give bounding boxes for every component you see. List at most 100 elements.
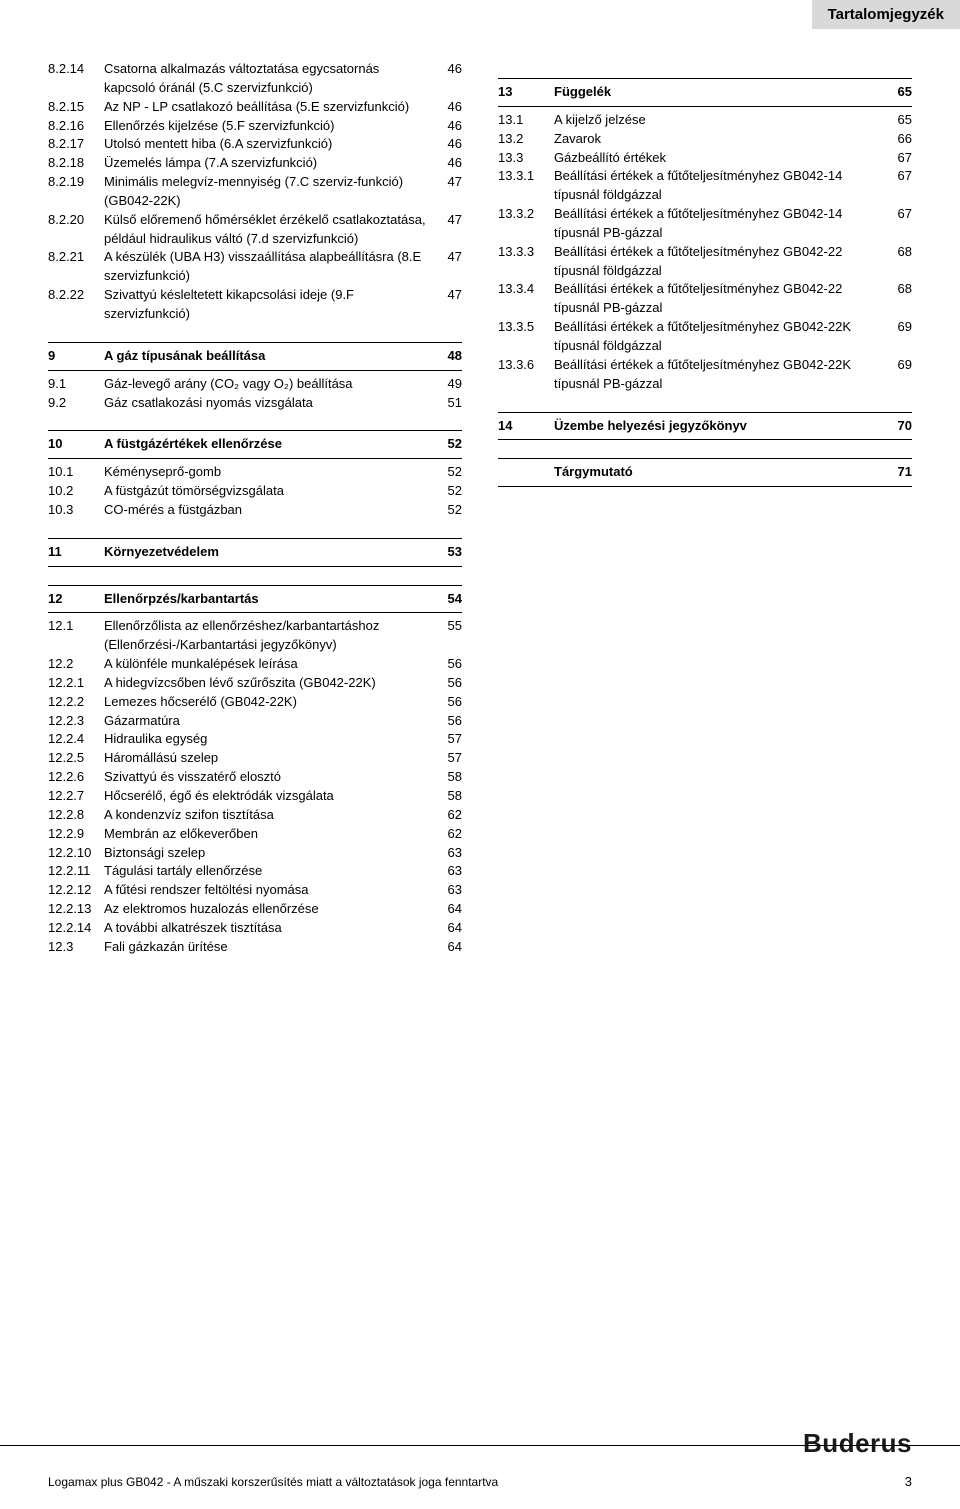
toc-entry-number: 10.3 [48, 501, 104, 520]
toc-content: 8.2.14Csatorna alkalmazás változtatása e… [48, 0, 912, 957]
toc-entry-title: Hidraulika egység [104, 730, 434, 749]
toc-entry-title: Tárgymutató [554, 463, 884, 482]
toc-entry-number: 10 [48, 435, 104, 454]
toc-entry-title: Szivattyú és visszatérő elosztó [104, 768, 434, 787]
toc-entry-title: Gázbeállító értékek [554, 149, 884, 168]
toc-entry-page: 62 [434, 825, 462, 844]
toc-entry-number: 12.2.12 [48, 881, 104, 900]
toc-entry: 13.3Gázbeállító értékek67 [498, 149, 912, 168]
toc-entry: 12.2.12A fűtési rendszer feltöltési nyom… [48, 881, 462, 900]
toc-entry: 10.3CO-mérés a füstgázban52 [48, 501, 462, 520]
footer-page-number: 3 [865, 1458, 912, 1489]
toc-entry-page: 58 [434, 787, 462, 806]
toc-entry: 12.2.6Szivattyú és visszatérő elosztó58 [48, 768, 462, 787]
toc-entry-page: 65 [884, 83, 912, 102]
toc-entry: 8.2.18Üzemelés lámpa (7.A szervizfunkció… [48, 154, 462, 173]
toc-entry-page: 56 [434, 674, 462, 693]
toc-entry-number: 12 [48, 590, 104, 609]
toc-entry-number: 13.3.4 [498, 280, 554, 299]
toc-entry-page: 68 [884, 243, 912, 262]
toc-entry-page: 64 [434, 938, 462, 957]
toc-entry: 8.2.17Utolsó mentett hiba (6.A szervizfu… [48, 135, 462, 154]
toc-section-head: 12Ellenőrpzés/karbantartás54 [48, 590, 462, 614]
toc-entry-number: 13.3.2 [498, 205, 554, 224]
toc-entry: 12.2.9Membrán az előkeverőben62 [48, 825, 462, 844]
toc-entry-title: Beállítási értékek a fűtőteljesítményhez… [554, 318, 884, 356]
toc-entry-title: Ellenőrzés kijelzése (5.F szervizfunkció… [104, 117, 434, 136]
toc-entry-number: 13.3.6 [498, 356, 554, 375]
toc-entry-page: 64 [434, 900, 462, 919]
toc-entry-page: 67 [884, 149, 912, 168]
toc-block: 11Környezetvédelem53 [48, 538, 462, 567]
toc-entry-page: 56 [434, 712, 462, 731]
toc-entry: 13.3.6Beállítási értékek a fűtőteljesítm… [498, 356, 912, 394]
toc-entry-title: Beállítási értékek a fűtőteljesítményhez… [554, 205, 884, 243]
toc-entry-number: 8.2.18 [48, 154, 104, 173]
toc-entry-number: 8.2.17 [48, 135, 104, 154]
toc-entry: 13.3.3Beállítási értékek a fűtőteljesítm… [498, 243, 912, 281]
toc-entry-title: Üzembe helyezési jegyzőkönyv [554, 417, 884, 436]
toc-entry-title: Környezetvédelem [104, 543, 434, 562]
toc-entry-title: Fali gázkazán ürítése [104, 938, 434, 957]
toc-entry-title: Minimális melegvíz-mennyiség (7.C szervi… [104, 173, 434, 211]
toc-entry-title: Zavarok [554, 130, 884, 149]
toc-entry-page: 64 [434, 919, 462, 938]
toc-entry-title: Hőcserélő, égő és elektródák vizsgálata [104, 787, 434, 806]
toc-entry-page: 52 [434, 435, 462, 454]
toc-entry-page: 46 [434, 98, 462, 117]
toc-entry: 13.3.4Beállítási értékek a fűtőteljesítm… [498, 280, 912, 318]
toc-entry-number: 9 [48, 347, 104, 366]
toc-section-head: 13Függelék65 [498, 83, 912, 107]
toc-entry-title: A kondenzvíz szifon tisztítása [104, 806, 434, 825]
toc-entry-page: 47 [434, 173, 462, 192]
toc-entry-number: 13.3.1 [498, 167, 554, 186]
toc-entry: 12.2.5Háromállású szelep57 [48, 749, 462, 768]
toc-entry-title: Beállítási értékek a fűtőteljesítményhez… [554, 356, 884, 394]
toc-entry-page: 66 [884, 130, 912, 149]
toc-entry-title: A további alkatrészek tisztítása [104, 919, 434, 938]
toc-block: 14Üzembe helyezési jegyzőkönyv70 [498, 412, 912, 441]
toc-entry-number: 12.2.5 [48, 749, 104, 768]
toc-entry-number: 8.2.19 [48, 173, 104, 192]
toc-entry-page: 47 [434, 248, 462, 267]
toc-entry-number: 12.2.6 [48, 768, 104, 787]
toc-section-head: 14Üzembe helyezési jegyzőkönyv70 [498, 417, 912, 441]
toc-entry: 12.3Fali gázkazán ürítése64 [48, 938, 462, 957]
toc-entry-page: 49 [434, 375, 462, 394]
toc-entry-title: Az NP - LP csatlakozó beállítása (5.E sz… [104, 98, 434, 117]
toc-entry: 9.1Gáz-levegő arány (CO₂ vagy O₂) beállí… [48, 375, 462, 394]
toc-entry: 12.2.4Hidraulika egység57 [48, 730, 462, 749]
toc-entry-page: 46 [434, 60, 462, 79]
toc-entry: 8.2.19Minimális melegvíz-mennyiség (7.C … [48, 173, 462, 211]
toc-entry-title: Gáz-levegő arány (CO₂ vagy O₂) beállítás… [104, 375, 434, 394]
toc-entry-number: 12.2.11 [48, 862, 104, 881]
toc-section-head: 10A füstgázértékek ellenőrzése52 [48, 435, 462, 459]
toc-entry-title: Beállítási értékek a fűtőteljesítményhez… [554, 243, 884, 281]
toc-entry-title: Függelék [554, 83, 884, 102]
toc-entry-number: 12.2.14 [48, 919, 104, 938]
toc-block: Tárgymutató71 [498, 458, 912, 487]
toc-entry-title: Ellenőrpzés/karbantartás [104, 590, 434, 609]
toc-entry-page: 56 [434, 693, 462, 712]
toc-entry-title: A különféle munkalépések leírása [104, 655, 434, 674]
toc-entry-title: Háromállású szelep [104, 749, 434, 768]
toc-entry-number: 14 [498, 417, 554, 436]
toc-entry-number: 8.2.21 [48, 248, 104, 267]
toc-left-column: 8.2.14Csatorna alkalmazás változtatása e… [48, 60, 462, 957]
toc-entry-page: 69 [884, 356, 912, 375]
toc-entry: 8.2.20Külső előremenő hőmérséklet érzéke… [48, 211, 462, 249]
toc-entry: 12.2.11Tágulási tartály ellenőrzése63 [48, 862, 462, 881]
toc-entry-title: Az elektromos huzalozás ellenőrzése [104, 900, 434, 919]
toc-entry: 10.2A füstgázút tömörségvizsgálata52 [48, 482, 462, 501]
toc-entry: 10.1Kéményseprő-gomb52 [48, 463, 462, 482]
toc-entry: 12.2A különféle munkalépések leírása56 [48, 655, 462, 674]
toc-entry: 12.2.14A további alkatrészek tisztítása6… [48, 919, 462, 938]
toc-entry-title: A füstgázút tömörségvizsgálata [104, 482, 434, 501]
toc-entry-page: 47 [434, 211, 462, 230]
toc-entry: 12.2.2Lemezes hőcserélő (GB042-22K)56 [48, 693, 462, 712]
toc-entry-title: Membrán az előkeverőben [104, 825, 434, 844]
toc-entry-page: 57 [434, 730, 462, 749]
toc-entry-number: 12.1 [48, 617, 104, 636]
toc-entry: 12.2.1A hidegvízcsőben lévő szűrőszita (… [48, 674, 462, 693]
toc-section-head: 9A gáz típusának beállítása48 [48, 347, 462, 371]
